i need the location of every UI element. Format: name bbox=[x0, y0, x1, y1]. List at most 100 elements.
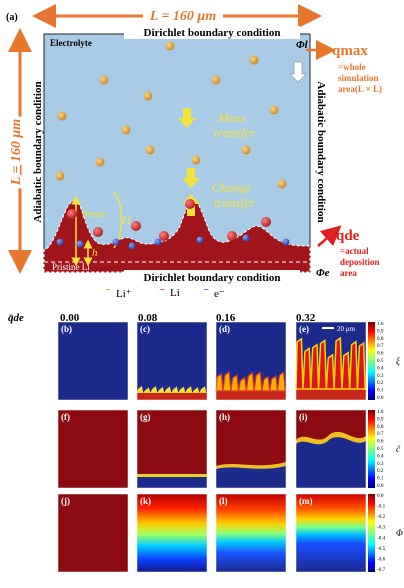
colorbar-tick: 0.3 bbox=[377, 373, 384, 379]
electron-particle bbox=[242, 234, 250, 242]
simulation-cell: (m) bbox=[295, 493, 367, 573]
simulation-cell: (b) bbox=[57, 322, 129, 401]
legend-li-ion-label: Li⁺ bbox=[116, 288, 132, 300]
phi-e-label: Φe bbox=[316, 267, 330, 279]
electron-particle bbox=[128, 242, 136, 250]
li-ion-particle bbox=[95, 157, 105, 167]
panel-label-j: (j) bbox=[61, 496, 70, 506]
li-ion-particle bbox=[249, 55, 259, 65]
width-label: L = 160 μm bbox=[149, 9, 216, 24]
colorbar-tick: 1.0 bbox=[377, 322, 384, 327]
li-atom-particles bbox=[67, 199, 271, 241]
li-ion-particle bbox=[57, 111, 67, 121]
panel-label-g: (g) bbox=[140, 412, 151, 422]
panel-label-m: (m) bbox=[299, 496, 313, 506]
colorbar-tick: 0.8 bbox=[377, 424, 384, 430]
colorbar-tick: 0.0 bbox=[377, 493, 384, 499]
li-ion-particle bbox=[191, 155, 201, 165]
li-atom-particle bbox=[159, 231, 169, 241]
colorbar-symbol: ξ bbox=[396, 356, 400, 366]
colorbar-tick: -0.4 bbox=[377, 535, 386, 541]
column-label-3: 0.32 bbox=[296, 312, 316, 324]
li-ion-particle bbox=[241, 145, 251, 155]
li-atom-particle bbox=[261, 217, 271, 227]
colorbar-tick: -0.7 bbox=[377, 567, 386, 573]
colorbar-tick: -0.1 bbox=[377, 504, 386, 510]
colorbar-tick: 0.6 bbox=[377, 439, 384, 445]
left-boundary-label: Adiabatic boundary condition bbox=[32, 81, 44, 222]
li-ion-particle bbox=[211, 75, 221, 85]
H-label: H bbox=[121, 213, 132, 227]
electron-particle bbox=[154, 238, 162, 246]
legend-li-label: Li bbox=[170, 287, 180, 299]
panel-a-label: (a) bbox=[6, 12, 18, 23]
panel-label-i: (i) bbox=[299, 412, 308, 422]
colorbar-tick: 0.3 bbox=[377, 461, 384, 467]
pristine-label: Pristine Li bbox=[52, 262, 90, 272]
colorbar-tick: 0.2 bbox=[377, 468, 384, 474]
simulation-cell: (e) bbox=[295, 322, 367, 401]
simulation-cell: (c) bbox=[136, 322, 208, 401]
colorbar-tick: -0.3 bbox=[377, 525, 386, 531]
charge-transfer-label-2: transfer bbox=[214, 195, 256, 210]
simulation-cell: (f) bbox=[57, 409, 129, 489]
li-ion-particle bbox=[143, 91, 153, 101]
colorbar bbox=[368, 410, 375, 488]
bottom-boundary-label: Dirichlet boundary condition bbox=[144, 272, 281, 284]
qmax-desc-2: simulation bbox=[338, 73, 379, 83]
colorbar-tick: 0.0 bbox=[377, 483, 384, 489]
colorbar-tick: 0.9 bbox=[377, 416, 384, 422]
electron-particle bbox=[196, 236, 204, 244]
colorbar-tick: 0.5 bbox=[377, 446, 384, 452]
panel-label-k: (k) bbox=[140, 496, 151, 506]
qde-label: qde bbox=[336, 228, 360, 244]
li-ion-particle bbox=[269, 105, 279, 115]
panel-label-f: (f) bbox=[61, 412, 70, 422]
panel-label-e: (e) bbox=[299, 324, 309, 334]
qde-desc-2: deposition bbox=[340, 257, 380, 267]
colorbar-tick: -0.5 bbox=[377, 546, 386, 552]
colorbar-symbol: Φ bbox=[396, 528, 403, 538]
colorbar-tick: 0.9 bbox=[377, 328, 384, 334]
colorbar-symbol: c̃ bbox=[396, 444, 401, 454]
colorbar-tick: -0.2 bbox=[377, 514, 386, 520]
colorbar-tick: 0.8 bbox=[377, 336, 384, 342]
colorbar-tick: 0.6 bbox=[377, 351, 384, 357]
column-label-0: 0.00 bbox=[60, 312, 80, 324]
scale-bar-label: 20 μm bbox=[337, 325, 356, 333]
electron-particle bbox=[112, 238, 120, 246]
qde-arrow bbox=[317, 225, 342, 247]
column-label-1: 0.08 bbox=[138, 312, 158, 324]
simulation-cell: (j) bbox=[57, 493, 129, 573]
colorbar-tick: 0.7 bbox=[377, 343, 384, 349]
qmax-desc-3: area(L × L) bbox=[338, 84, 382, 94]
li-atom-particle bbox=[227, 231, 237, 241]
electrolyte-label: Electrolyte bbox=[50, 38, 92, 48]
electron-particle bbox=[282, 238, 290, 246]
panel-label-b: (b) bbox=[61, 324, 72, 334]
q-de-axis-label: q̄de bbox=[8, 312, 24, 324]
qmax-label: qmax bbox=[332, 43, 368, 59]
colorbar-tick: 0.7 bbox=[377, 431, 384, 437]
li-metal-deposit bbox=[43, 199, 311, 273]
simulation-cell: (h) bbox=[215, 409, 287, 489]
li-ion-particle bbox=[145, 145, 155, 155]
simulation-cell: (k) bbox=[136, 493, 208, 573]
panel-label-h: (h) bbox=[219, 412, 230, 422]
e-field-arrow bbox=[289, 61, 307, 83]
legend-electron-icon bbox=[203, 289, 209, 290]
li-ion-particle bbox=[55, 171, 65, 181]
colorbar-tick: 0.5 bbox=[377, 358, 384, 364]
mass-transfer-arrow bbox=[178, 108, 196, 128]
h-label: h bbox=[92, 247, 98, 259]
panel-label-c: (c) bbox=[140, 324, 150, 334]
simulation-cell: (g) bbox=[136, 409, 208, 489]
particle-legend: Li⁺ Li e⁻ bbox=[0, 286, 404, 302]
hmax-label: hmax bbox=[82, 208, 106, 220]
charge-transfer-label-1: Charge bbox=[212, 180, 251, 195]
li-atom-particle bbox=[93, 227, 103, 237]
qde-desc-3: area bbox=[340, 268, 357, 278]
legend-li-ion-icon bbox=[105, 289, 111, 290]
colorbar bbox=[368, 322, 375, 400]
simulation-cell: (l) bbox=[215, 493, 287, 573]
